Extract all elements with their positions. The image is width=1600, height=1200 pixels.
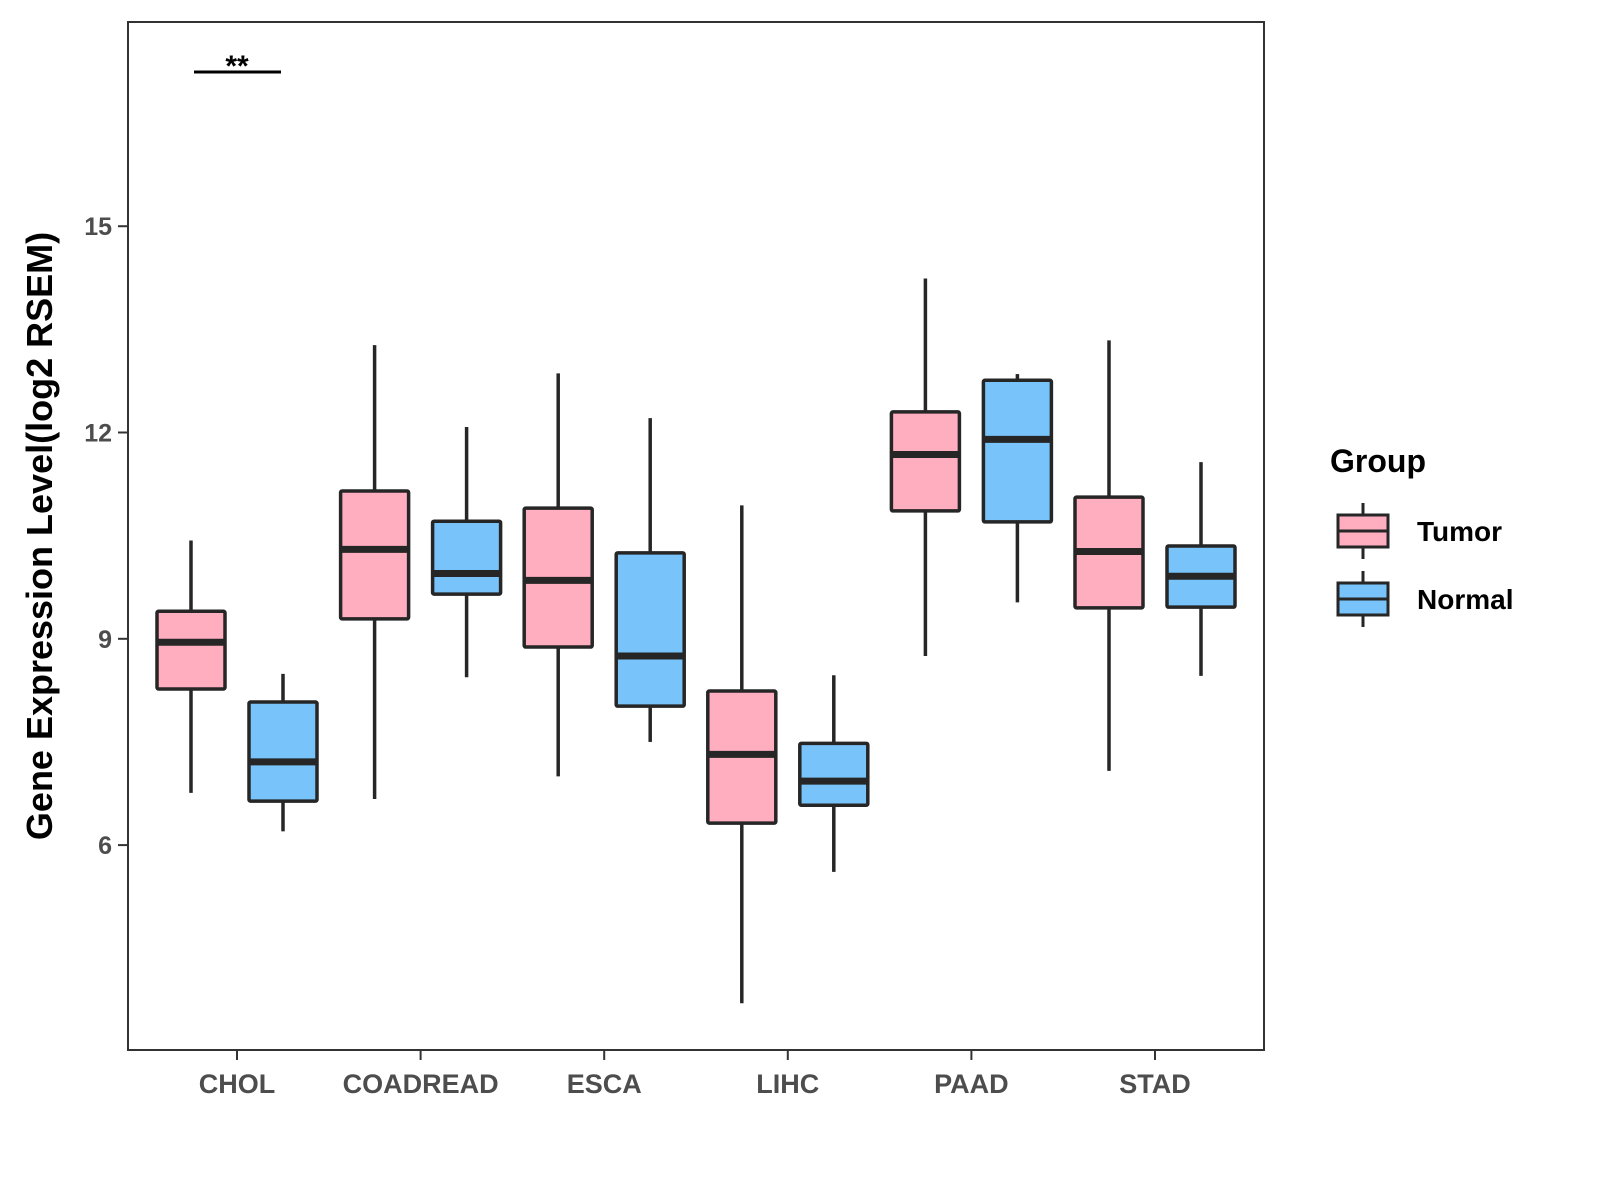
box-tumor-paad	[889, 278, 962, 656]
box-tumor-coadread	[338, 345, 411, 800]
legend-label: Tumor	[1417, 516, 1502, 547]
box-normal-lihc	[798, 675, 870, 872]
x-tick-label: PAAD	[934, 1069, 1009, 1099]
y-tick-label: 6	[98, 832, 112, 860]
significance-label: **	[225, 50, 249, 83]
box-normal-chol	[247, 673, 319, 832]
box-tumor-stad	[1073, 340, 1145, 771]
box-tumor-esca	[522, 373, 594, 777]
x-tick-label: ESCA	[567, 1069, 642, 1099]
y-tick-label: 12	[84, 420, 112, 448]
box-normal-stad	[1165, 462, 1237, 676]
legend-item-normal: Normal	[1336, 571, 1513, 627]
legend-title: Group	[1330, 443, 1426, 479]
y-tick-label: 15	[84, 213, 112, 241]
box-iqr	[155, 609, 227, 691]
x-tick-label: LIHC	[756, 1069, 819, 1099]
box-iqr	[338, 489, 411, 621]
box-tumor-chol	[155, 540, 227, 793]
x-tick-label: CHOL	[199, 1069, 276, 1099]
box-iqr	[889, 410, 962, 513]
box-iqr	[614, 551, 686, 708]
x-tick-label: STAD	[1119, 1069, 1191, 1099]
legend-label: Normal	[1417, 584, 1513, 615]
box-iqr	[798, 741, 870, 807]
box-iqr	[430, 519, 503, 596]
box-normal-paad	[981, 374, 1054, 603]
y-axis-label: Gene Expression Level(log2 RSEM)	[19, 232, 60, 840]
box-normal-esca	[614, 418, 686, 742]
legend-item-tumor: Tumor	[1336, 503, 1502, 559]
box-iqr	[247, 700, 319, 803]
x-tick-label: COADREAD	[343, 1069, 499, 1099]
y-tick-label: 9	[98, 626, 112, 654]
box-tumor-lihc	[706, 505, 778, 1004]
legend: Group Tumor Normal	[1330, 443, 1513, 627]
box-normal-coadread	[430, 427, 503, 678]
box-iqr	[981, 378, 1054, 524]
